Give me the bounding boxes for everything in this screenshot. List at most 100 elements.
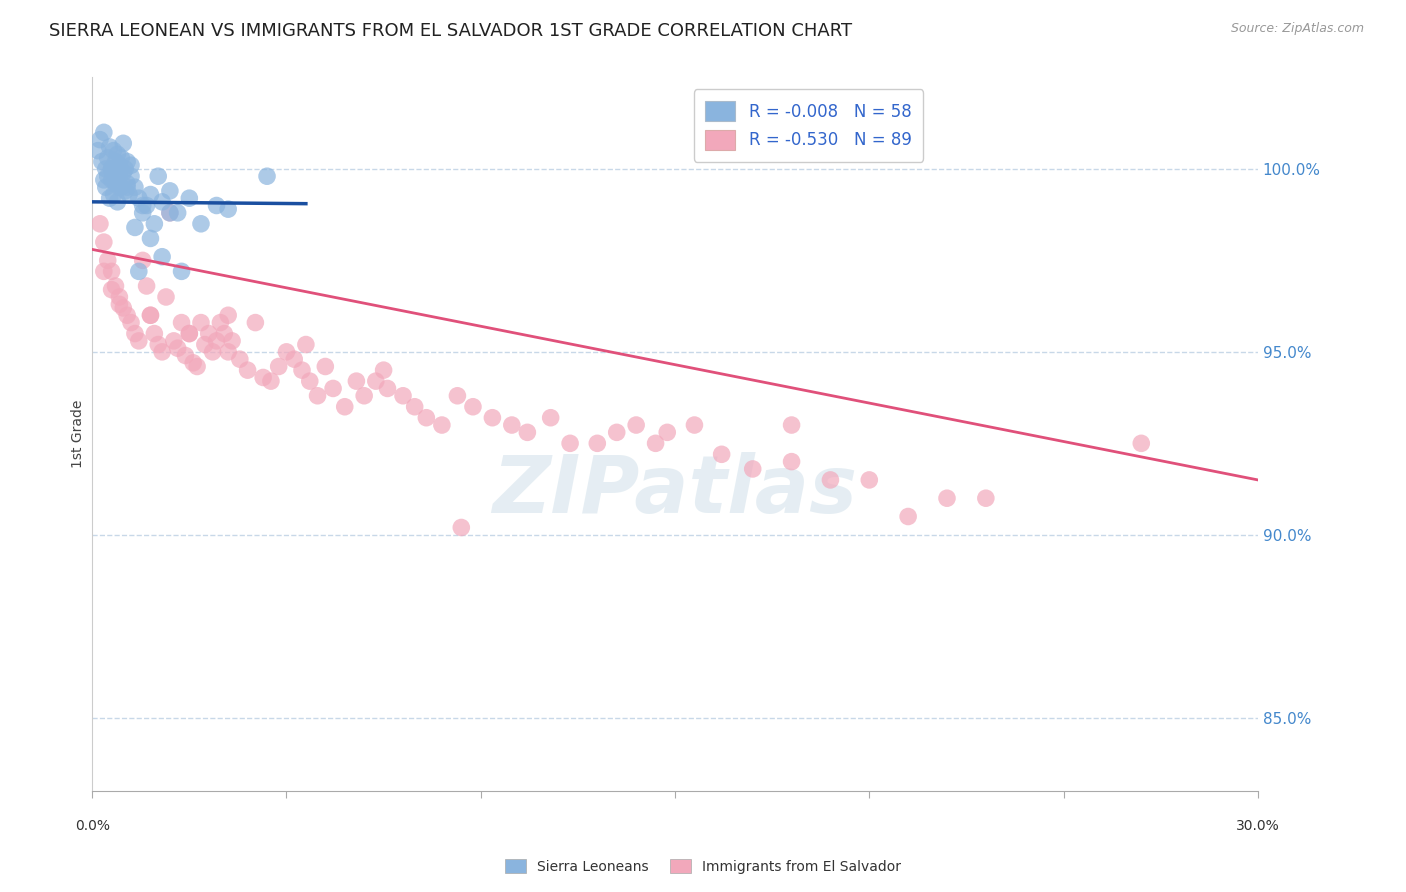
Point: [858, 473, 880, 487]
Point: [179, 191, 201, 205]
Point: [139, 308, 162, 322]
Point: [197, 326, 219, 341]
Point: [179, 326, 201, 341]
Point: [89, 217, 111, 231]
Point: [93, 173, 115, 187]
Point: [780, 417, 803, 432]
Point: [114, 184, 136, 198]
Point: [131, 198, 153, 212]
Point: [97, 169, 120, 184]
Point: [364, 374, 387, 388]
Point: [104, 177, 127, 191]
Point: [120, 316, 142, 330]
Point: [163, 334, 186, 348]
Point: [217, 308, 239, 322]
Point: [307, 389, 329, 403]
Point: [124, 326, 146, 341]
Point: [373, 363, 395, 377]
Point: [90, 154, 112, 169]
Point: [430, 417, 453, 432]
Point: [256, 169, 278, 184]
Point: [461, 400, 484, 414]
Point: [205, 198, 228, 212]
Point: [103, 187, 125, 202]
Point: [115, 154, 138, 169]
Point: [170, 316, 193, 330]
Point: [143, 326, 166, 341]
Point: [322, 381, 344, 395]
Point: [181, 356, 204, 370]
Point: [450, 520, 472, 534]
Point: [150, 344, 173, 359]
Point: [291, 363, 314, 377]
Point: [139, 308, 162, 322]
Point: [276, 344, 298, 359]
Point: [209, 316, 232, 330]
Point: [333, 400, 356, 414]
Point: [98, 140, 121, 154]
Point: [115, 180, 138, 194]
Point: [170, 264, 193, 278]
Point: [415, 410, 437, 425]
Point: [190, 316, 212, 330]
Point: [516, 425, 538, 440]
Point: [166, 341, 188, 355]
Point: [179, 326, 201, 341]
Point: [194, 337, 217, 351]
Point: [148, 337, 170, 351]
Point: [100, 283, 122, 297]
Point: [108, 180, 131, 194]
Point: [159, 184, 181, 198]
Point: [124, 220, 146, 235]
Point: [118, 187, 141, 202]
Point: [298, 374, 321, 388]
Point: [644, 436, 666, 450]
Point: [124, 180, 146, 194]
Point: [217, 344, 239, 359]
Point: [135, 198, 157, 212]
Point: [128, 334, 150, 348]
Point: [98, 191, 121, 205]
Point: [120, 169, 142, 184]
Point: [741, 462, 763, 476]
Point: [155, 290, 177, 304]
Point: [166, 206, 188, 220]
Point: [108, 297, 131, 311]
Point: [404, 400, 426, 414]
Point: [606, 425, 628, 440]
Point: [104, 169, 127, 184]
Point: [974, 491, 997, 506]
Point: [159, 206, 181, 220]
Y-axis label: 1st Grade: 1st Grade: [72, 400, 86, 468]
Point: [135, 279, 157, 293]
Point: [150, 250, 173, 264]
Text: 0.0%: 0.0%: [75, 820, 110, 833]
Point: [112, 136, 135, 151]
Point: [131, 253, 153, 268]
Point: [780, 455, 803, 469]
Point: [93, 125, 115, 139]
Point: [139, 231, 162, 245]
Point: [624, 417, 647, 432]
Point: [205, 334, 228, 348]
Point: [108, 169, 131, 184]
Text: ZIPatlas: ZIPatlas: [492, 452, 858, 530]
Point: [229, 352, 252, 367]
Point: [481, 410, 503, 425]
Point: [94, 161, 117, 176]
Legend: Sierra Leoneans, Immigrants from El Salvador: Sierra Leoneans, Immigrants from El Salv…: [498, 852, 908, 880]
Point: [221, 334, 243, 348]
Point: [100, 264, 122, 278]
Point: [131, 206, 153, 220]
Point: [112, 165, 135, 179]
Point: [174, 349, 197, 363]
Point: [107, 194, 129, 209]
Point: [710, 447, 733, 461]
Point: [897, 509, 920, 524]
Point: [94, 180, 117, 194]
Point: [104, 279, 127, 293]
Point: [93, 235, 115, 249]
Point: [245, 316, 267, 330]
Point: [143, 217, 166, 231]
Point: [377, 381, 399, 395]
